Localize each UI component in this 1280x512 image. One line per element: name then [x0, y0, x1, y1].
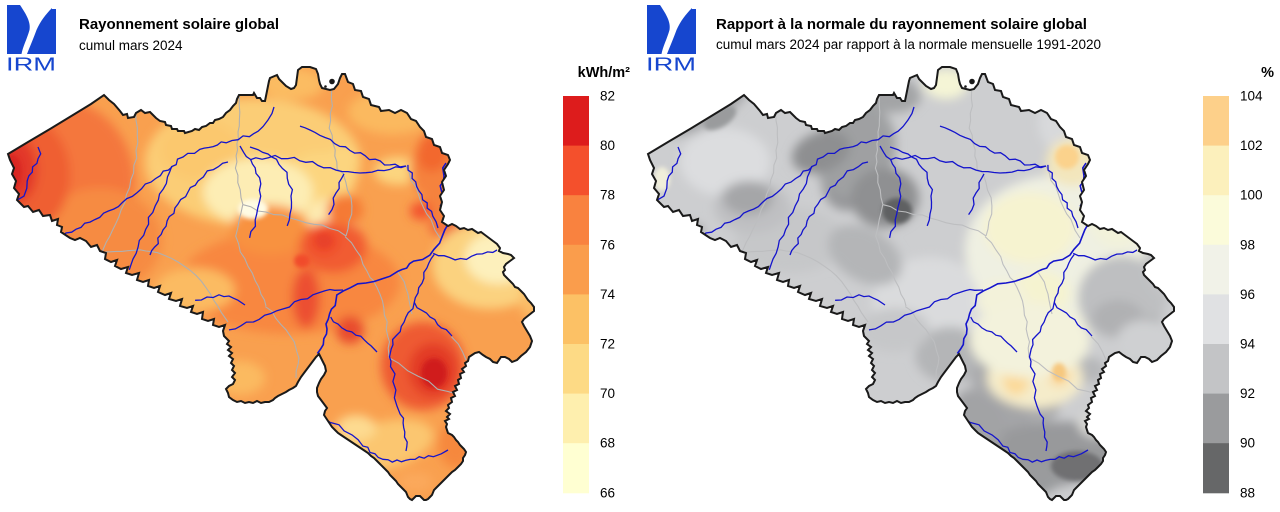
svg-text:76: 76 — [600, 237, 615, 252]
svg-text:88: 88 — [1240, 485, 1255, 500]
svg-text:70: 70 — [600, 386, 615, 401]
svg-text:90: 90 — [1240, 436, 1255, 451]
svg-text:74: 74 — [600, 287, 616, 302]
svg-text:96: 96 — [1240, 287, 1255, 302]
svg-text:cumul mars 2024 par rapport à: cumul mars 2024 par rapport à la normale… — [716, 37, 1101, 52]
svg-text:kWh/m²: kWh/m² — [578, 65, 631, 81]
svg-text:IRM: IRM — [646, 55, 696, 75]
svg-text:94: 94 — [1240, 337, 1256, 352]
svg-text:98: 98 — [1240, 237, 1255, 252]
svg-text:72: 72 — [600, 337, 615, 352]
svg-text:92: 92 — [1240, 386, 1255, 401]
svg-text:68: 68 — [600, 436, 615, 451]
svg-text:100: 100 — [1240, 188, 1263, 203]
svg-text:80: 80 — [600, 138, 615, 153]
svg-text:102: 102 — [1240, 138, 1263, 153]
svg-text:Rayonnement solaire global: Rayonnement solaire global — [79, 16, 279, 33]
svg-text:IRM: IRM — [6, 55, 56, 75]
svg-text:66: 66 — [600, 485, 615, 500]
svg-text:%: % — [1261, 65, 1274, 81]
svg-text:cumul mars 2024: cumul mars 2024 — [79, 38, 183, 53]
svg-text:Rapport à la normale du rayonn: Rapport à la normale du rayonnement sola… — [716, 16, 1087, 33]
svg-text:82: 82 — [600, 89, 615, 104]
svg-text:104: 104 — [1240, 89, 1263, 104]
svg-text:78: 78 — [600, 188, 615, 203]
